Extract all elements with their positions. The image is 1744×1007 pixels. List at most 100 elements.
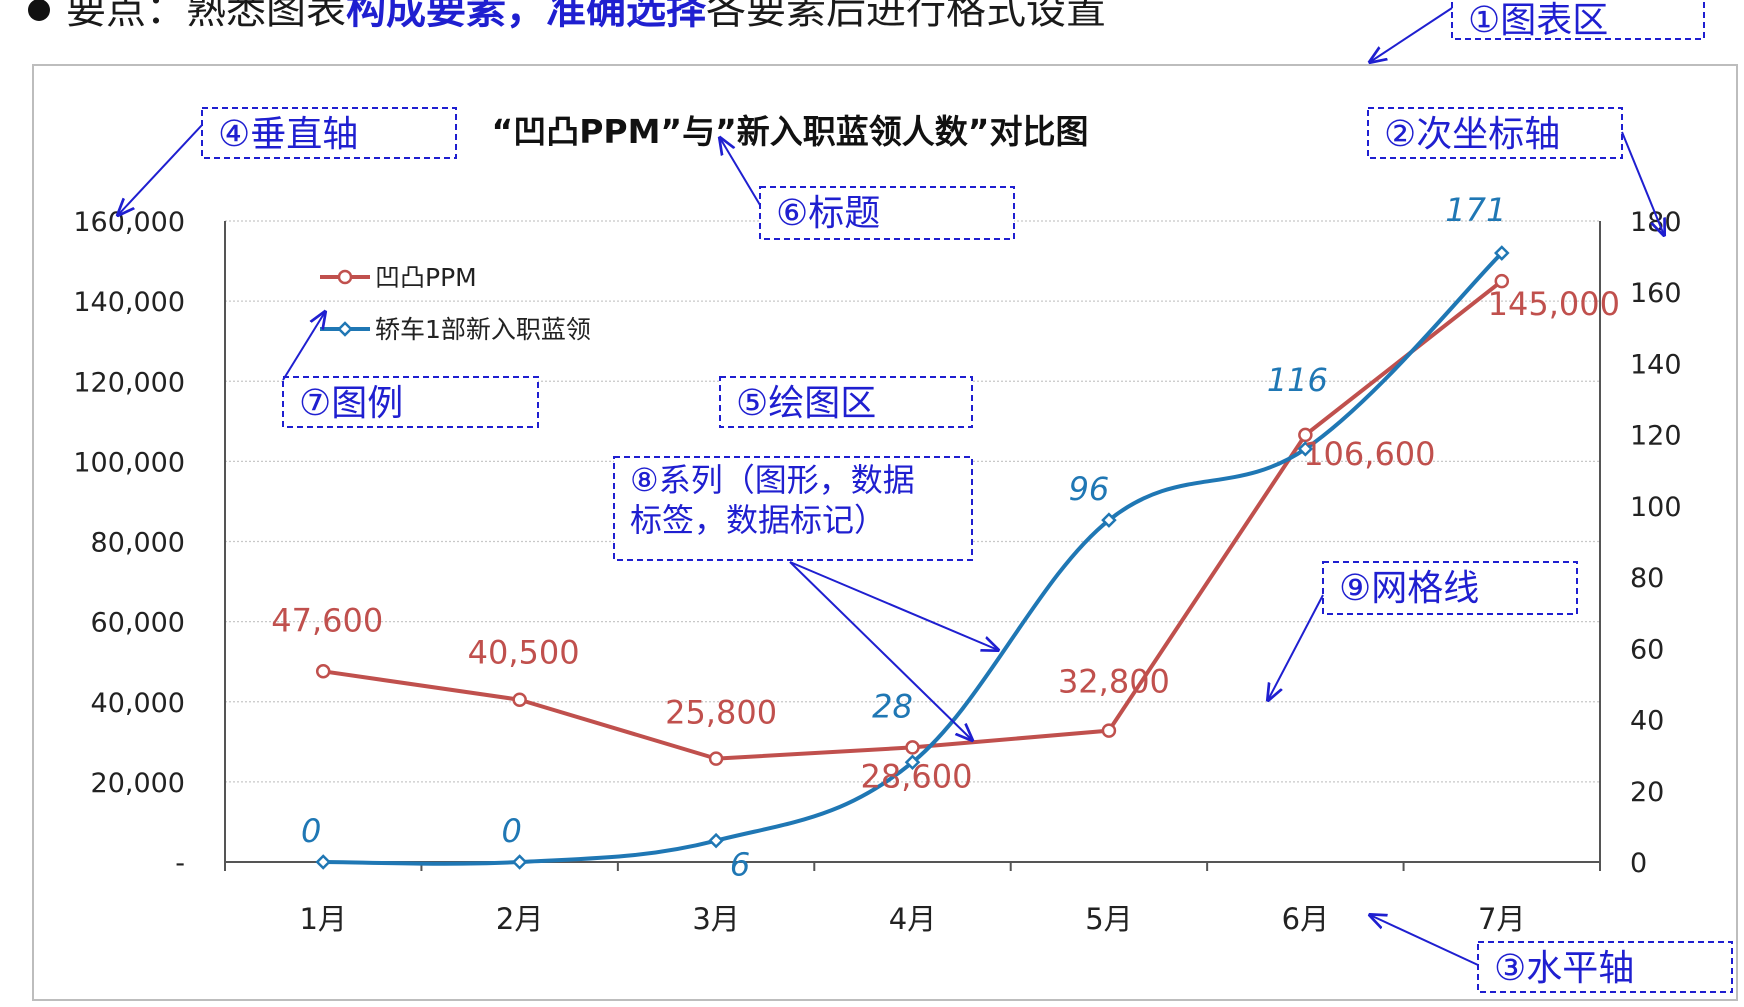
callout-arrow [720,138,761,206]
callout-series-box [613,456,973,561]
category-label: 5月 [1085,902,1132,936]
chart-title[interactable]: “凹凸PPM”与”新入职蓝领人数”对比图 [492,112,1089,151]
slide-heading: 要点：熟悉图表构成要素，准确选择各要素后进行格式设置 [28,0,1106,32]
heading-prefix: 要点：熟悉图表 [66,0,346,33]
callout-arrow [282,312,325,381]
callout-legend-box [282,376,539,428]
callout-chart-area-label: ①图表区 [1468,0,1608,41]
primary-axis-tick-label: 140,000 [73,287,185,318]
axes: - 20,000 40,000 60,000 80,000 100,000 120,000 1… [73,207,1681,936]
category-label: 2月 [496,902,543,936]
recruits-data-label[interactable]: 116 [1267,361,1328,399]
category-label: 1月 [299,902,346,936]
ppm-data-label[interactable]: 47,600 [271,601,383,639]
ppm-data-marker[interactable] [1298,427,1313,443]
legend-recruits-label: 轿车1部新入职蓝领 [375,315,591,344]
callout-plot-area-box [719,376,973,428]
recruits-data-label[interactable]: 96 [1069,470,1110,508]
recruits-data-marker[interactable] [708,832,724,849]
callout-arrow [789,561,998,650]
data-labels: 47,600 40,500 25,800 28,600 32,800 106,600 145… [271,191,1620,884]
secondary-axis-tick-label: 100 [1630,492,1682,523]
primary-axis-tick-label: 120,000 [73,367,185,398]
secondary-axis-tick-label: 0 [1630,848,1647,879]
ppm-data-label[interactable]: 40,500 [468,634,580,672]
series [315,245,1510,870]
callout-secondary-axis-label: ②次坐标轴 [1384,114,1560,155]
callout-arrow [118,124,203,215]
category-label: 4月 [889,902,936,936]
secondary-axis-tick-label: 120 [1630,421,1682,452]
callout-plot-area-label: ⑤绘图区 [736,383,876,424]
legend-ppm-label: 凹凸PPM [375,263,477,292]
heading-suffix: 各要素后进行格式设置 [706,0,1106,33]
ppm-data-marker[interactable] [315,664,331,679]
callout-arrow [1370,915,1479,966]
recruits-data-marker[interactable] [315,854,331,870]
callouts: ①图表区 ②次坐标轴 ③水平轴 ④垂直轴 ⑥标题 ⑤绘图区 ⑦图例 ⑧系列（图形，数据标签，数… [118,0,1733,993]
primary-axis-tick-label: 80,000 [91,528,185,559]
category-label: 6月 [1282,902,1329,936]
primary-axis-tick-label: 160,000 [73,207,185,238]
primary-axis-tick-label: 60,000 [91,608,185,639]
ppm-data-label[interactable]: 106,600 [1303,435,1435,473]
recruits-data-label[interactable]: 6 [730,846,750,884]
heading-highlight-select: 准确选择 [546,0,706,33]
secondary-axis-tick-label: 180 [1630,207,1682,238]
callout-series-label: ⑧系列（图形，数据 [630,461,915,499]
primary-axis-tick-label: 40,000 [91,688,185,719]
callout-title-label: ⑥标题 [776,193,880,234]
secondary-axis-tick-label: 40 [1630,706,1664,737]
bullet-icon [28,0,50,21]
ppm-data-marker[interactable] [708,751,724,766]
callout-arrow [1370,7,1453,62]
callout-legend-label: ⑦图例 [299,383,403,424]
ppm-data-label[interactable]: 28,600 [861,757,973,795]
legend[interactable]: 凹凸PPM 轿车1部新入职蓝领 [320,263,591,344]
callout-gridlines-box [1322,561,1578,615]
primary-axis-tick-label: 20,000 [91,768,185,799]
callout-arrow [789,561,972,740]
callout-chart-area-box [1451,0,1705,40]
secondary-axis-tick-label: 160 [1630,278,1682,309]
secondary-axis-tick-label: 80 [1630,563,1664,594]
callout-horizontal-axis-label: ③水平轴 [1494,948,1634,989]
callout-vertical-axis-label: ④垂直轴 [218,114,358,155]
primary-axis-tick-label: - [175,848,185,879]
recruits-data-marker[interactable] [1101,512,1117,528]
category-label: 7月 [1478,902,1525,936]
ppm-data-label[interactable]: 32,800 [1058,663,1170,701]
ppm-data-label[interactable]: 145,000 [1488,285,1620,323]
ppm-data-marker[interactable] [512,692,527,707]
heading-highlight-components: 构成要素 [346,0,506,33]
secondary-axis-tick-label: 20 [1630,777,1664,808]
recruits-data-marker[interactable] [904,754,921,771]
recruits-data-label[interactable]: 0 [501,812,521,850]
callout-vertical-axis-box [201,107,457,159]
recruits-data-marker[interactable] [511,854,528,870]
ppm-data-marker[interactable] [1494,273,1510,289]
ppm-data-marker[interactable] [905,740,920,755]
recruits-data-marker[interactable] [1297,441,1314,457]
callout-series-label: 标签，数据标记） [630,501,886,539]
secondary-axis-tick-label: 60 [1630,634,1664,665]
callout-secondary-axis-box [1367,107,1623,159]
legend-ppm-marker [337,269,353,285]
recruits-data-marker[interactable] [1494,245,1510,261]
primary-axis-tick-label: 100,000 [73,447,185,478]
ppm-data-label[interactable]: 25,800 [665,694,777,732]
chart-area-frame[interactable] [32,64,1738,1001]
callout-arrow [1268,594,1324,700]
callout-gridlines-label: ⑨网格线 [1339,568,1479,609]
heading-comma: ， [506,0,546,33]
ppm-data-marker[interactable] [1101,723,1117,738]
callout-arrow [1621,131,1664,235]
callout-horizontal-axis-box [1477,941,1733,993]
recruits-data-label[interactable]: 28 [872,687,913,725]
recruits-data-label[interactable]: 171 [1445,191,1506,229]
callout-title-box [759,186,1015,240]
recruits-data-label[interactable]: 0 [301,812,321,850]
legend-recruits-marker [337,321,353,337]
